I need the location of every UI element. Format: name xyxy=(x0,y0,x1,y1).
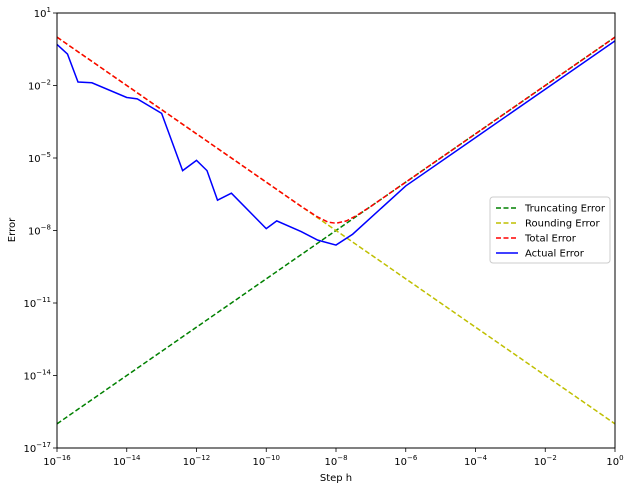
x-axis-label: Step h xyxy=(320,473,352,484)
y-tick-label: 10−8 xyxy=(28,224,51,238)
legend-box xyxy=(489,196,611,264)
y-tick-label: 10−11 xyxy=(23,296,51,310)
legend: Truncating Error Rounding Error Total Erro… xyxy=(489,196,611,264)
y-tick-label: 10−14 xyxy=(23,369,51,383)
y-tick-label: 10−17 xyxy=(23,441,51,455)
y-tick-label: 101 xyxy=(34,6,51,20)
y-tick-label: 10−5 xyxy=(28,151,51,165)
x-tick-label: 10−12 xyxy=(183,454,211,468)
legend-label: Actual Error xyxy=(525,249,585,260)
x-tick-label: 10−2 xyxy=(534,454,557,468)
x-tick-label: 10−14 xyxy=(113,454,141,468)
y-axis-label: Error xyxy=(7,217,18,242)
x-tick-label: 10−10 xyxy=(252,454,280,468)
x-tick-label: 10−16 xyxy=(43,454,71,468)
x-tick-label: 10−4 xyxy=(464,454,488,468)
x-tick-label: 100 xyxy=(606,454,623,468)
legend-label: Total Error xyxy=(524,234,577,245)
legend-label: Rounding Error xyxy=(525,219,601,230)
y-tick-label: 10−2 xyxy=(28,79,51,93)
legend-label: Truncating Error xyxy=(524,204,606,215)
x-tick-label: 10−8 xyxy=(324,454,347,468)
x-tick-label: 10−6 xyxy=(394,454,418,468)
ticks-layer: 10−16 10−14 10−12 10−10 10−8 10−6 10−4 10−2 100 1… xyxy=(23,6,623,468)
series-layer xyxy=(56,36,616,425)
series-line-total-error xyxy=(56,36,616,224)
series-line-actual-error xyxy=(56,40,616,246)
